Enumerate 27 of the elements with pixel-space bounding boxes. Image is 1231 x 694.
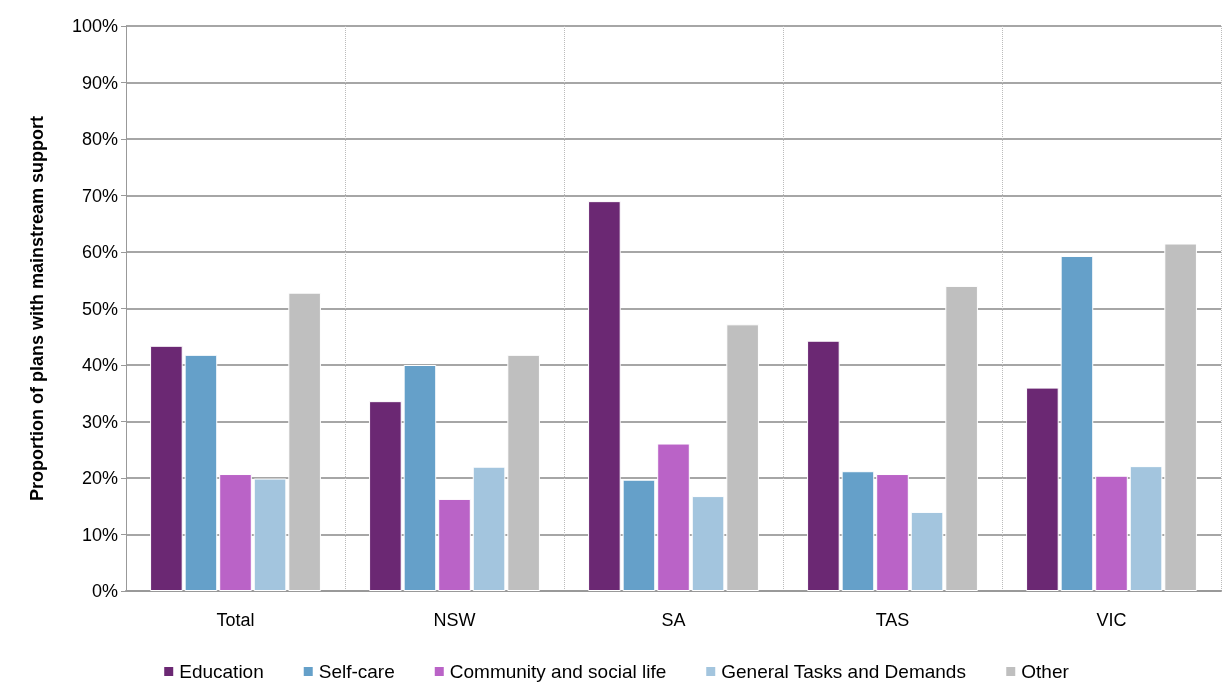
x-tick-label: SA <box>661 610 686 630</box>
y-tick-label: 60% <box>81 242 118 262</box>
y-tick-label: 30% <box>81 411 118 432</box>
legend-label: Education <box>179 661 264 682</box>
x-tick-label: NSW <box>433 610 476 630</box>
legend-label: General Tasks and Demands <box>721 661 966 682</box>
x-tick-label: Total <box>216 610 255 630</box>
y-tick-label: 50% <box>81 298 118 319</box>
y-tick-label: 20% <box>81 468 118 488</box>
y-tick-label: 0% <box>91 581 118 601</box>
bar <box>1095 475 1128 591</box>
y-tick-label: 80% <box>81 129 118 149</box>
bar <box>876 474 909 591</box>
x-tick-label: TAS <box>875 610 910 630</box>
y-tick-label: 90% <box>81 72 118 93</box>
x-tick-label: VIC <box>1096 610 1127 630</box>
y-tick-label: 40% <box>81 355 118 375</box>
y-tick-label: 100% <box>71 16 118 36</box>
legend-label: Self-care <box>318 661 395 682</box>
y-axis-title: Proportion of plans with mainstream support <box>27 115 47 502</box>
bar <box>657 443 690 591</box>
y-tick-label: 10% <box>81 524 118 545</box>
bar <box>438 498 471 591</box>
legend-label: Community and social life <box>449 661 667 682</box>
bar <box>219 474 252 591</box>
legend-label: Other <box>1021 661 1070 682</box>
y-tick-label: 70% <box>81 185 118 206</box>
